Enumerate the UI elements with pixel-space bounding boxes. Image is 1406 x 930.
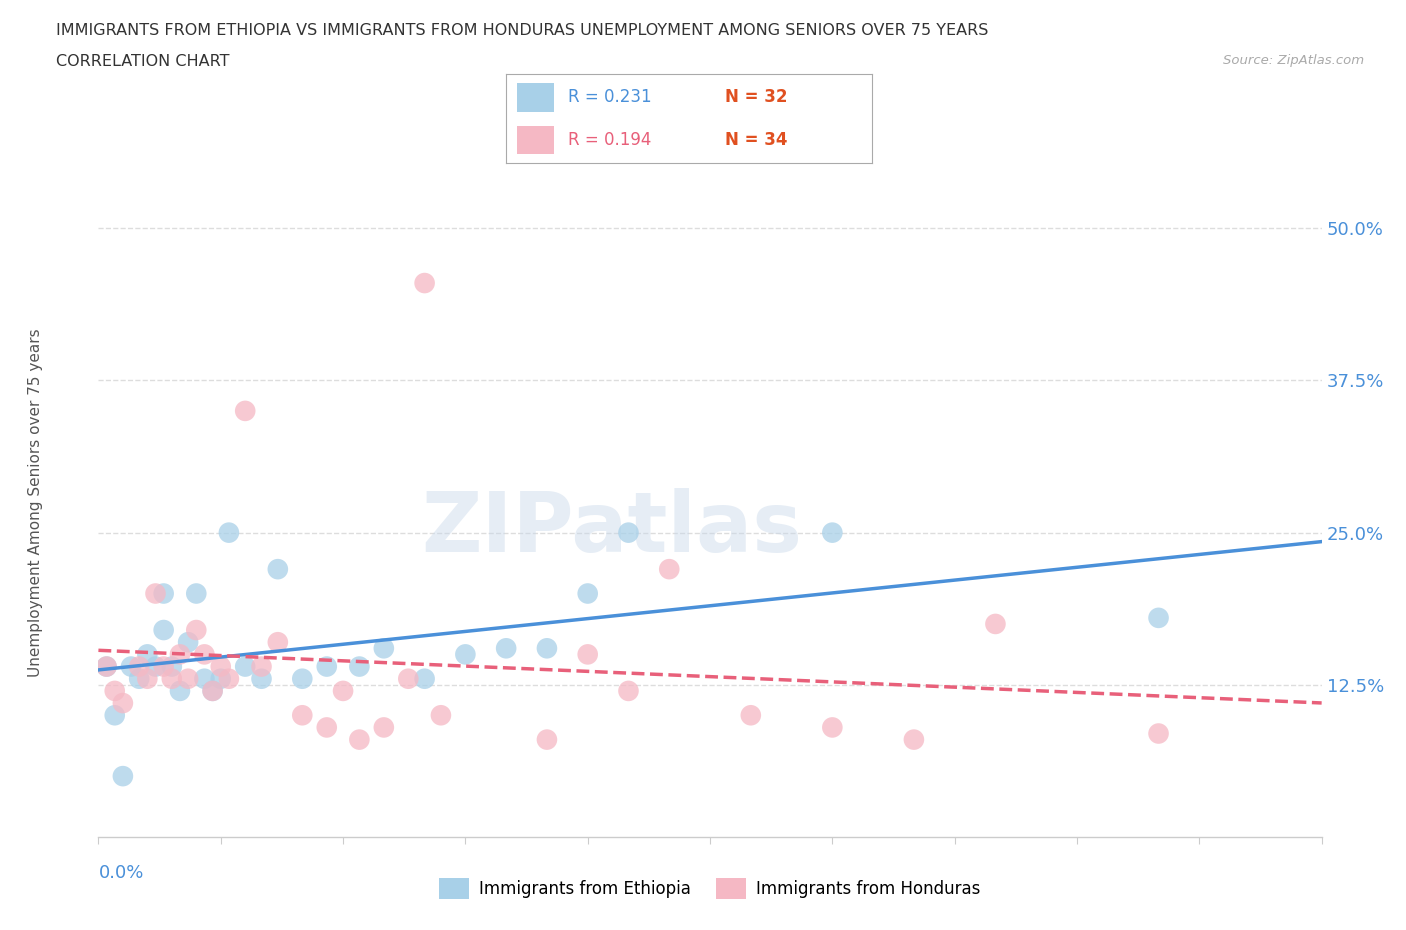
Point: [104, 708, 127, 723]
Text: R = 0.194: R = 0.194: [568, 131, 651, 149]
Point: [201, 684, 224, 698]
Point: [821, 720, 844, 735]
Point: [454, 647, 477, 662]
Point: [617, 525, 640, 540]
Point: [332, 684, 354, 698]
FancyBboxPatch shape: [517, 84, 554, 112]
Point: [413, 275, 436, 290]
Legend: Immigrants from Ethiopia, Immigrants from Honduras: Immigrants from Ethiopia, Immigrants fro…: [433, 870, 987, 906]
Point: [250, 671, 273, 686]
Point: [349, 732, 371, 747]
Point: [201, 684, 224, 698]
Point: [291, 708, 314, 723]
Point: [111, 769, 134, 784]
Point: [145, 586, 167, 601]
Point: [903, 732, 925, 747]
Point: [160, 659, 183, 674]
Point: [536, 641, 558, 656]
Point: [104, 684, 127, 698]
Point: [193, 671, 215, 686]
Point: [984, 617, 1007, 631]
Point: [1147, 726, 1170, 741]
Point: [218, 525, 240, 540]
Point: [430, 708, 453, 723]
Point: [617, 684, 640, 698]
Point: [373, 720, 395, 735]
Point: [267, 635, 290, 650]
Point: [186, 622, 208, 637]
Point: [96, 659, 118, 674]
Point: [658, 562, 681, 577]
Text: N = 34: N = 34: [725, 131, 787, 149]
Text: IMMIGRANTS FROM ETHIOPIA VS IMMIGRANTS FROM HONDURAS UNEMPLOYMENT AMONG SENIORS : IMMIGRANTS FROM ETHIOPIA VS IMMIGRANTS F…: [56, 23, 988, 38]
Point: [576, 586, 599, 601]
Point: [160, 671, 183, 686]
Point: [396, 671, 419, 686]
Text: CORRELATION CHART: CORRELATION CHART: [56, 54, 229, 69]
Point: [152, 659, 174, 674]
Point: [169, 647, 191, 662]
Point: [233, 659, 256, 674]
Point: [177, 671, 200, 686]
Point: [193, 647, 215, 662]
Point: [821, 525, 844, 540]
Point: [233, 404, 256, 418]
Point: [152, 622, 174, 637]
Text: N = 32: N = 32: [725, 88, 787, 106]
Point: [413, 671, 436, 686]
Text: R = 0.231: R = 0.231: [568, 88, 652, 106]
Point: [186, 586, 208, 601]
Point: [177, 635, 200, 650]
Point: [136, 647, 159, 662]
Point: [291, 671, 314, 686]
Point: [576, 647, 599, 662]
Point: [111, 696, 134, 711]
Point: [218, 671, 240, 686]
Point: [536, 732, 558, 747]
Point: [495, 641, 517, 656]
Point: [1147, 610, 1170, 625]
Point: [315, 720, 337, 735]
Point: [120, 659, 142, 674]
Point: [128, 659, 150, 674]
Point: [136, 671, 159, 686]
Point: [169, 684, 191, 698]
Text: Unemployment Among Seniors over 75 years: Unemployment Among Seniors over 75 years: [28, 328, 42, 676]
Text: Source: ZipAtlas.com: Source: ZipAtlas.com: [1223, 54, 1364, 67]
Point: [373, 641, 395, 656]
Point: [250, 659, 273, 674]
Point: [128, 671, 150, 686]
Point: [209, 659, 232, 674]
Point: [209, 671, 232, 686]
Text: 0.0%: 0.0%: [98, 864, 143, 882]
Text: ZIPatlas: ZIPatlas: [422, 488, 803, 569]
Point: [740, 708, 762, 723]
Point: [349, 659, 371, 674]
Point: [96, 659, 118, 674]
Point: [267, 562, 290, 577]
Point: [145, 659, 167, 674]
FancyBboxPatch shape: [517, 126, 554, 154]
Point: [315, 659, 337, 674]
Point: [152, 586, 174, 601]
